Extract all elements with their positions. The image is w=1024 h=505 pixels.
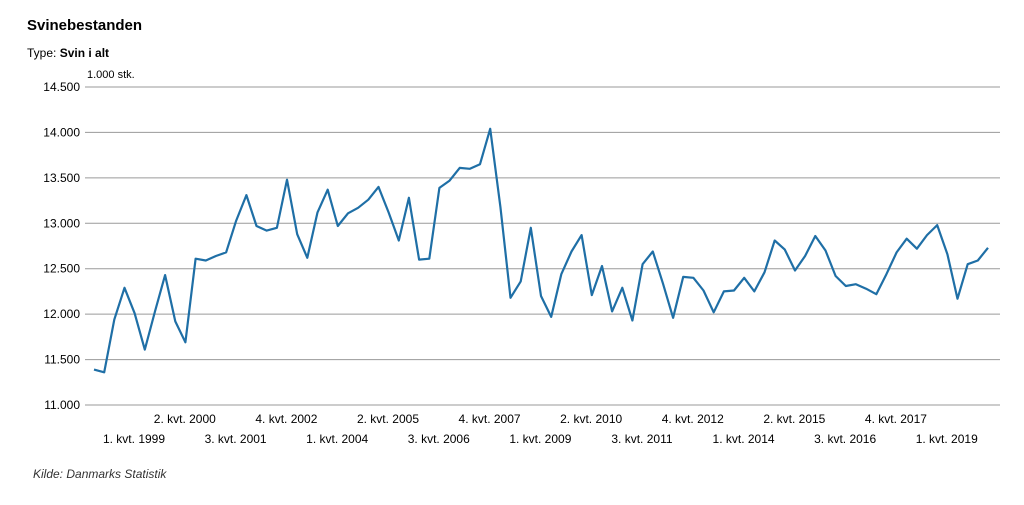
source-note: Kilde: Danmarks Statistik <box>33 467 167 481</box>
x-tick-label: 2. kvt. 2000 <box>154 412 216 426</box>
series-line <box>93 127 989 374</box>
y-axis: 11.000 11.500 12.000 12.500 13.000 13.500 14.0… <box>43 80 80 412</box>
x-tick-label: 2. kvt. 2010 <box>560 412 622 426</box>
line-chart: 11.000 11.500 12.000 12.500 13.000 13.500 14.0… <box>43 69 1000 446</box>
y-tick-label: 13.500 <box>43 171 80 185</box>
x-tick-label: 2. kvt. 2005 <box>357 412 419 426</box>
y-tick-label: 13.000 <box>43 216 80 230</box>
chart-title: Svinebestanden <box>27 17 143 34</box>
y-tick-label: 12.500 <box>43 262 80 276</box>
x-tick-label: 1. kvt. 2004 <box>306 432 368 446</box>
type-value: Svin i alt <box>59 46 110 60</box>
x-tick-label: 4. kvt. 2002 <box>255 412 317 426</box>
y-tick-label: 11.500 <box>44 353 80 367</box>
x-tick-label: 3. kvt. 2006 <box>408 432 470 446</box>
type-selector: Type: Svin i alt <box>27 46 109 60</box>
x-tick-label: 2. kvt. 2015 <box>763 412 825 426</box>
gridlines <box>85 86 1000 406</box>
type-label: Type: <box>27 46 57 60</box>
y-unit-label: 1.000 stk. <box>87 69 135 81</box>
y-tick-label: 14.000 <box>43 125 80 139</box>
x-tick-label: 3. kvt. 2001 <box>205 432 267 446</box>
x-axis: 2. kvt. 2000 4. kvt. 2002 2. kvt. 2005 4. k… <box>103 412 978 446</box>
y-tick-label: 14.500 <box>43 80 80 94</box>
y-tick-label: 12.000 <box>43 307 80 321</box>
y-tick-label: 11.000 <box>44 398 80 412</box>
x-tick-label: 1. kvt. 2014 <box>713 432 775 446</box>
x-tick-label: 3. kvt. 2011 <box>611 432 672 446</box>
x-tick-label: 1. kvt. 2019 <box>916 432 978 446</box>
x-tick-label: 1. kvt. 2009 <box>509 432 571 446</box>
x-tick-label: 4. kvt. 2007 <box>459 412 521 426</box>
x-tick-label: 1. kvt. 1999 <box>103 432 165 446</box>
x-tick-label: 4. kvt. 2012 <box>662 412 724 426</box>
x-tick-label: 4. kvt. 2017 <box>865 412 927 426</box>
x-tick-label: 3. kvt. 2016 <box>814 432 876 446</box>
